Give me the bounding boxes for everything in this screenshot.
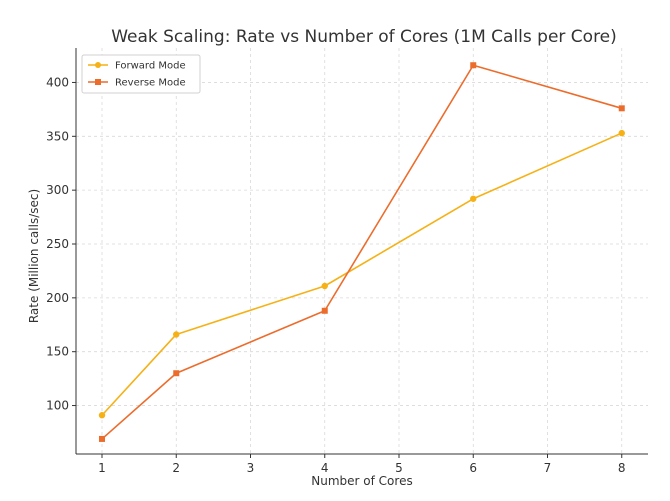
chart-title: Weak Scaling: Rate vs Number of Cores (1…	[111, 27, 617, 47]
data-point-forward-mode	[470, 195, 477, 202]
data-point-forward-mode	[618, 129, 625, 137]
x-tick-label: 2	[172, 461, 180, 475]
y-tick-label: 150	[46, 345, 69, 359]
y-tick-label: 350	[46, 129, 69, 143]
axes: 1 2 3 4 5 6 7 8 100 150 200 250 300 350 400	[46, 48, 648, 475]
data-point-forward-mode	[98, 412, 106, 419]
data-point-reverse-mode	[470, 62, 477, 69]
legend-marker-reverse-mode	[95, 79, 101, 85]
data-point-reverse-mode	[99, 435, 105, 442]
x-tick-label: 5	[395, 461, 403, 475]
y-axis-label: Rate (Million calls/sec)	[27, 189, 41, 323]
data-point-forward-mode	[321, 282, 328, 290]
data-point-reverse-mode	[173, 370, 180, 377]
data-point-reverse-mode	[321, 307, 328, 314]
legend-item-reverse-mode: Reverse Mode	[88, 78, 186, 89]
series-forward-mode	[98, 129, 625, 419]
x-tick-label: 7	[544, 461, 552, 475]
legend-label-forward-mode: Forward Mode	[115, 61, 186, 72]
legend: Forward Mode Reverse Mode	[81, 54, 201, 94]
x-tick-label: 3	[247, 461, 255, 475]
series-reverse-mode	[99, 62, 625, 442]
data-point-reverse-mode	[618, 105, 625, 112]
legend-marker-forward-mode	[95, 62, 101, 68]
x-tick-label: 6	[469, 461, 477, 475]
series-layer	[98, 62, 625, 442]
legend-label-reverse-mode: Reverse Mode	[115, 78, 186, 89]
x-axis-label: Number of Cores	[311, 474, 412, 488]
x-tick-label: 4	[321, 461, 329, 475]
y-tick-label: 250	[46, 237, 69, 251]
y-tick-label: 100	[46, 399, 69, 413]
y-tick-label: 400	[46, 75, 69, 89]
y-tick-label: 300	[46, 183, 69, 197]
x-tick-label: 8	[618, 461, 626, 475]
x-tick-label: 1	[98, 461, 106, 475]
legend-box	[81, 54, 201, 94]
grid	[76, 48, 648, 454]
y-tick-label: 200	[46, 291, 69, 305]
legend-item-forward-mode: Forward Mode	[88, 61, 186, 72]
data-point-forward-mode	[173, 331, 180, 338]
